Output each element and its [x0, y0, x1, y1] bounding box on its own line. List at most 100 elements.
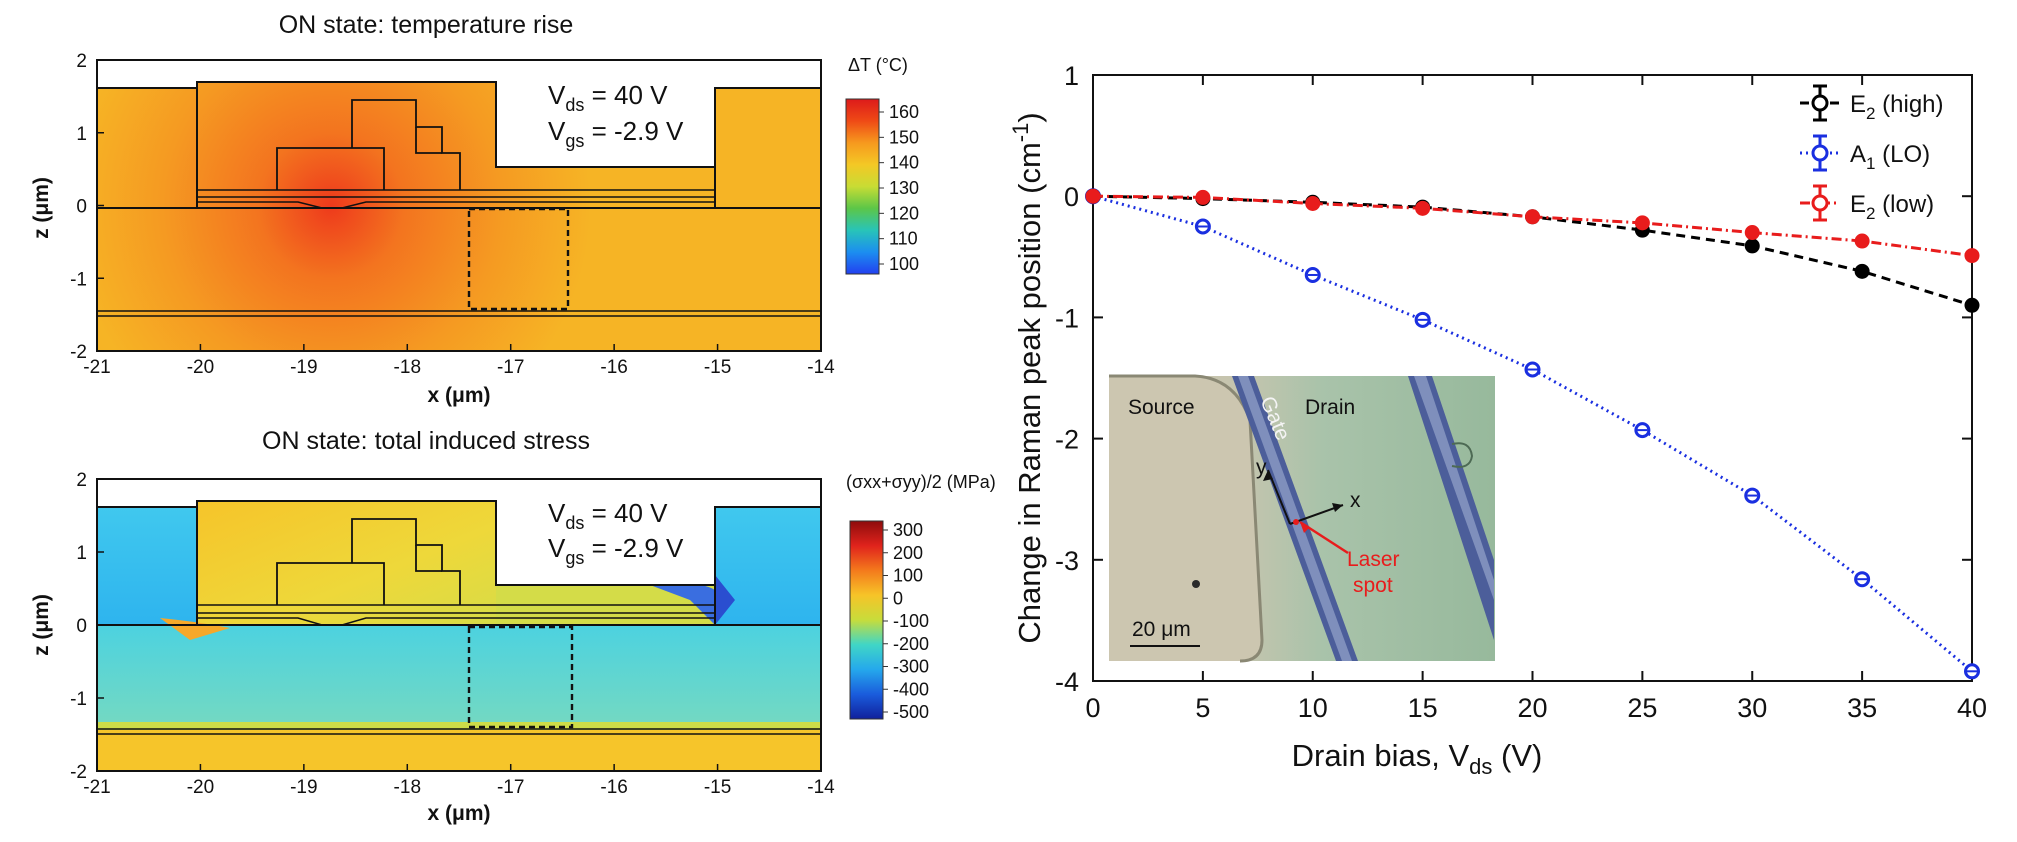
- colorbar-tick-label: -300: [893, 657, 929, 677]
- legend-label: E2 (high): [1850, 91, 1944, 123]
- raman-y-tick-label: -3: [1055, 546, 1079, 576]
- legend-marker: [1811, 194, 1829, 212]
- raman-x-tick-label: 5: [1195, 693, 1210, 723]
- x-tick-label: -20: [187, 357, 214, 378]
- inset-x-label: x: [1350, 489, 1361, 512]
- stress-vgs-label: Vgs = -2.9 V: [548, 533, 684, 568]
- raman-data-point: [1305, 195, 1321, 211]
- raman-x-tick-label: 30: [1737, 693, 1767, 723]
- laser-spot-marker: [1293, 519, 1299, 525]
- raman-x-tick-label: 25: [1627, 693, 1657, 723]
- raman-data-point: [1634, 215, 1650, 231]
- raman-y-tick-label: 0: [1064, 182, 1079, 212]
- stress-x-label: x (μm): [427, 802, 490, 825]
- x-tick-label: -19: [290, 777, 317, 798]
- x-tick-label: -19: [290, 357, 317, 378]
- x-tick-label: -16: [600, 357, 627, 378]
- legend-marker: [1811, 144, 1829, 162]
- laser-label-line2: spot: [1353, 574, 1393, 597]
- raman-x-tick-label: 20: [1517, 693, 1547, 723]
- z-tick-label: 0: [76, 616, 87, 637]
- x-tick-label: -21: [83, 357, 110, 378]
- z-tick-label: -1: [70, 269, 87, 290]
- raman-data-point: [1744, 225, 1760, 241]
- raman-y-label: Change in Raman peak position (cm-1): [1008, 112, 1047, 643]
- colorbar-tick-label: 160: [889, 102, 919, 122]
- z-tick-label: -2: [70, 342, 87, 363]
- colorbar-tick-label: -200: [893, 634, 929, 654]
- raman-x-tick-label: 15: [1408, 693, 1438, 723]
- inset-drain-label: Drain: [1305, 396, 1355, 419]
- x-tick-label: -18: [394, 357, 421, 378]
- raman-data-point: [1964, 297, 1980, 313]
- raman-y-tick-label: -1: [1055, 303, 1079, 333]
- stress-vds-label: Vds = 40 V: [548, 498, 668, 533]
- colorbar-tick-label: 140: [889, 153, 919, 173]
- inset-scale-label: 20 μm: [1132, 618, 1191, 641]
- legend-label: E2 (low): [1850, 191, 1934, 223]
- raman-data-point: [1085, 188, 1101, 204]
- x-tick-label: -20: [187, 777, 214, 798]
- inset-source-label: Source: [1128, 396, 1195, 419]
- raman-x-tick-label: 40: [1957, 693, 1987, 723]
- temperature-colorbar: [845, 98, 880, 275]
- x-tick-label: -15: [704, 357, 731, 378]
- colorbar-tick-label: 0: [893, 588, 903, 608]
- stress-field: [96, 478, 822, 772]
- raman-y-tick-label: -2: [1055, 425, 1079, 455]
- legend-marker: [1811, 94, 1829, 112]
- temperature-field: [96, 59, 822, 352]
- temperature-z-label: z (μm): [30, 177, 53, 239]
- raman-data-point: [1525, 209, 1540, 225]
- colorbar-tick-label: 110: [889, 229, 918, 249]
- raman-y-tick-label: -4: [1055, 667, 1079, 697]
- raman-data-point: [1195, 189, 1211, 205]
- stress-colorbar: [849, 520, 884, 720]
- temperature-panel-title: ON state: temperature rise: [279, 11, 574, 39]
- legend-label: A1 (LO): [1850, 141, 1930, 173]
- temperature-vgs-label: Vgs = -2.9 V: [548, 116, 684, 151]
- stress-x-axis: -21 -20 -19 -18 -17 -16 -15 -14: [83, 764, 835, 798]
- z-tick-label: -2: [70, 762, 87, 783]
- z-tick-label: -1: [70, 689, 87, 710]
- z-tick-label: 2: [76, 51, 87, 72]
- stress-z-label: z (μm): [30, 594, 53, 656]
- raman-x-tick-label: 10: [1298, 693, 1328, 723]
- colorbar-tick-label: 150: [889, 127, 919, 147]
- stress-z-axis: 2 1 0 -1 -2: [70, 470, 104, 783]
- stress-colorbar-title: (σxx+σyy)/2 (MPa): [846, 472, 996, 492]
- raman-series-line: [1092, 194, 1973, 258]
- z-tick-label: 2: [76, 470, 87, 491]
- microscope-inset: Source Gate Drain y x Laser spot 20 μm: [1109, 374, 1495, 663]
- temperature-colorbar-ticks: 160 150 140 130 120 110 100: [879, 102, 919, 274]
- raman-x-tick-label: 0: [1085, 693, 1100, 723]
- raman-data-point: [1854, 233, 1870, 249]
- temperature-z-axis: 2 1 0 -1 -2: [70, 51, 104, 363]
- colorbar-tick-label: -500: [893, 702, 929, 722]
- temperature-x-axis: -21 -20 -19 -18 -17 -16 -15 -14: [83, 344, 835, 378]
- colorbar-tick-label: 130: [889, 178, 919, 198]
- colorbar-tick-label: 120: [889, 203, 919, 223]
- raman-data-point: [1964, 248, 1980, 264]
- x-tick-label: -17: [497, 777, 524, 798]
- laser-label-line1: Laser: [1347, 548, 1400, 571]
- raman-chart: Source Gate Drain y x Laser spot 20 μm 0…: [1008, 61, 1987, 779]
- raman-y-tick-label: 1: [1064, 61, 1079, 91]
- x-tick-label: -16: [600, 777, 627, 798]
- x-tick-label: -21: [83, 777, 110, 798]
- raman-data-point: [1744, 238, 1760, 254]
- colorbar-tick-label: -100: [893, 611, 929, 631]
- colorbar-tick-label: 300: [893, 520, 923, 540]
- x-tick-label: -15: [704, 777, 731, 798]
- temperature-vds-label: Vds = 40 V: [548, 80, 668, 115]
- temperature-colorbar-title: ΔT (°C): [848, 55, 908, 75]
- colorbar-tick-label: -400: [893, 679, 929, 699]
- raman-data-point: [1415, 200, 1431, 216]
- z-tick-label: 1: [76, 124, 87, 145]
- stress-panel-title: ON state: total induced stress: [262, 427, 590, 455]
- x-tick-label: -17: [497, 357, 524, 378]
- raman-x-tick-label: 35: [1847, 693, 1877, 723]
- stress-panel: ON state: total induced stress: [30, 427, 996, 825]
